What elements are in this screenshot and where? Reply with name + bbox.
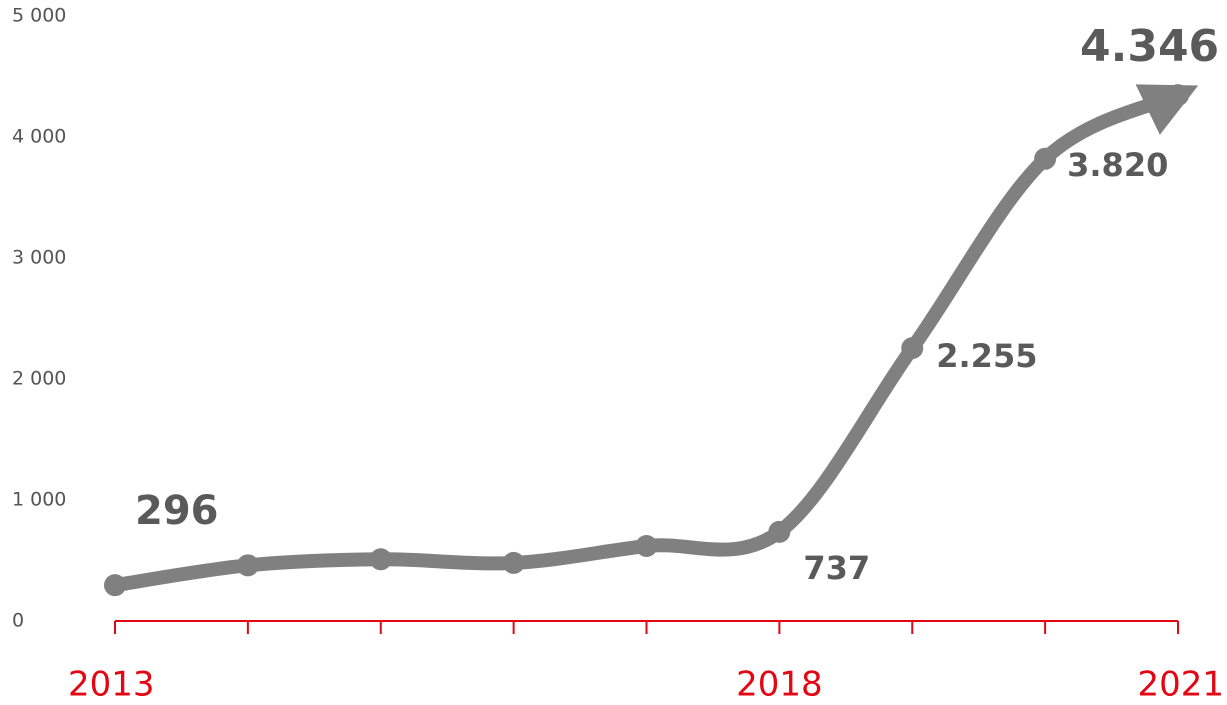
y-tick-label: 4 000	[12, 126, 66, 148]
y-tick-label: 1 000	[12, 489, 66, 511]
point	[1034, 147, 1057, 170]
x-tick-label: 2013	[68, 665, 155, 705]
point	[635, 534, 658, 557]
value-label: 296	[135, 488, 219, 534]
value-label: 737	[803, 549, 870, 587]
x-tick-label: 2021	[1137, 665, 1224, 705]
x-tick-label: 2018	[736, 665, 823, 705]
y-tick-label: 3 000	[12, 247, 66, 269]
point	[502, 551, 525, 574]
value-label: 3.820	[1067, 146, 1168, 184]
point	[901, 337, 924, 360]
point	[236, 554, 259, 577]
y-tick-label: 5 000	[12, 5, 66, 27]
point	[1167, 84, 1189, 107]
point	[369, 548, 392, 571]
y-tick-label: 2 000	[12, 368, 66, 390]
value-label: 4.346	[1080, 21, 1219, 72]
y-tick-label: 0	[12, 610, 24, 632]
point	[104, 574, 126, 597]
point	[768, 520, 791, 543]
line	[108, 84, 1199, 593]
value-label: 2.255	[936, 337, 1037, 375]
